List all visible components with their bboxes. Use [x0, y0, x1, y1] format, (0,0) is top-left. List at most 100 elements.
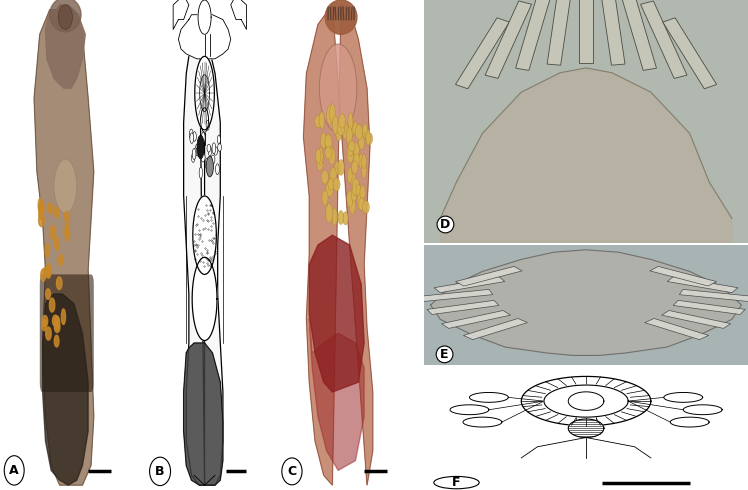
Polygon shape	[521, 376, 651, 426]
Ellipse shape	[42, 319, 46, 331]
Ellipse shape	[282, 458, 302, 485]
Ellipse shape	[434, 476, 479, 489]
Text: C: C	[287, 465, 296, 478]
Ellipse shape	[348, 113, 353, 130]
Ellipse shape	[49, 203, 52, 214]
Ellipse shape	[190, 133, 194, 144]
Polygon shape	[450, 405, 489, 415]
Ellipse shape	[208, 147, 212, 156]
Ellipse shape	[338, 211, 344, 224]
Ellipse shape	[363, 200, 370, 214]
Polygon shape	[464, 318, 527, 340]
Ellipse shape	[360, 185, 365, 199]
Ellipse shape	[359, 198, 365, 211]
Polygon shape	[184, 343, 223, 485]
Polygon shape	[485, 1, 532, 78]
Ellipse shape	[189, 129, 193, 140]
Ellipse shape	[328, 178, 334, 191]
Polygon shape	[304, 5, 373, 485]
Ellipse shape	[321, 133, 326, 149]
Ellipse shape	[357, 194, 364, 210]
Polygon shape	[456, 18, 509, 89]
Ellipse shape	[325, 203, 333, 222]
Ellipse shape	[55, 207, 59, 218]
Ellipse shape	[49, 0, 81, 32]
Ellipse shape	[321, 170, 328, 184]
Text: D: D	[441, 218, 450, 231]
Ellipse shape	[206, 156, 213, 177]
Ellipse shape	[50, 226, 55, 239]
Polygon shape	[470, 392, 509, 402]
Ellipse shape	[330, 103, 335, 123]
Ellipse shape	[349, 141, 355, 151]
Ellipse shape	[347, 144, 353, 156]
Ellipse shape	[366, 130, 370, 146]
Polygon shape	[663, 392, 702, 402]
Ellipse shape	[43, 267, 48, 277]
Ellipse shape	[199, 145, 202, 156]
Ellipse shape	[322, 190, 328, 205]
Text: F: F	[453, 476, 461, 489]
Ellipse shape	[334, 162, 342, 175]
Polygon shape	[568, 419, 604, 438]
Ellipse shape	[332, 115, 338, 134]
Ellipse shape	[39, 215, 44, 226]
Ellipse shape	[338, 160, 344, 175]
Ellipse shape	[150, 457, 171, 486]
Polygon shape	[46, 5, 85, 88]
Ellipse shape	[61, 309, 66, 324]
Ellipse shape	[199, 167, 203, 178]
Polygon shape	[568, 392, 604, 410]
Ellipse shape	[337, 120, 345, 135]
Ellipse shape	[52, 315, 58, 326]
Ellipse shape	[358, 136, 364, 149]
Ellipse shape	[359, 154, 364, 169]
Ellipse shape	[218, 143, 221, 151]
Polygon shape	[673, 300, 745, 315]
Ellipse shape	[319, 112, 325, 128]
Polygon shape	[184, 20, 223, 485]
Ellipse shape	[65, 227, 70, 241]
Ellipse shape	[40, 269, 46, 281]
Polygon shape	[179, 15, 230, 59]
Polygon shape	[670, 417, 709, 427]
Text: E: E	[441, 348, 449, 361]
Ellipse shape	[197, 135, 204, 159]
Ellipse shape	[193, 132, 196, 141]
Polygon shape	[663, 18, 717, 89]
Polygon shape	[427, 300, 499, 315]
Ellipse shape	[207, 144, 211, 152]
Polygon shape	[431, 250, 741, 355]
Text: A: A	[10, 464, 19, 477]
Polygon shape	[230, 0, 247, 29]
Ellipse shape	[316, 149, 321, 163]
Ellipse shape	[352, 187, 357, 201]
Ellipse shape	[327, 105, 334, 124]
Ellipse shape	[347, 147, 354, 163]
Ellipse shape	[349, 121, 355, 137]
Ellipse shape	[206, 120, 209, 130]
Ellipse shape	[343, 124, 349, 139]
Ellipse shape	[325, 147, 332, 159]
Ellipse shape	[332, 208, 337, 225]
Ellipse shape	[55, 335, 59, 347]
Ellipse shape	[325, 0, 357, 34]
Ellipse shape	[42, 316, 48, 326]
Ellipse shape	[349, 122, 355, 134]
Ellipse shape	[197, 147, 200, 156]
Ellipse shape	[46, 264, 50, 278]
Ellipse shape	[191, 153, 195, 162]
Polygon shape	[547, 0, 573, 65]
Polygon shape	[463, 417, 502, 427]
Polygon shape	[683, 405, 722, 415]
Ellipse shape	[38, 198, 43, 213]
Ellipse shape	[353, 154, 360, 166]
Ellipse shape	[218, 135, 221, 144]
Ellipse shape	[336, 127, 341, 141]
Ellipse shape	[192, 148, 196, 159]
Text: B: B	[156, 465, 165, 478]
Ellipse shape	[326, 139, 332, 157]
Polygon shape	[645, 318, 708, 340]
Ellipse shape	[352, 178, 359, 196]
Ellipse shape	[205, 158, 209, 170]
